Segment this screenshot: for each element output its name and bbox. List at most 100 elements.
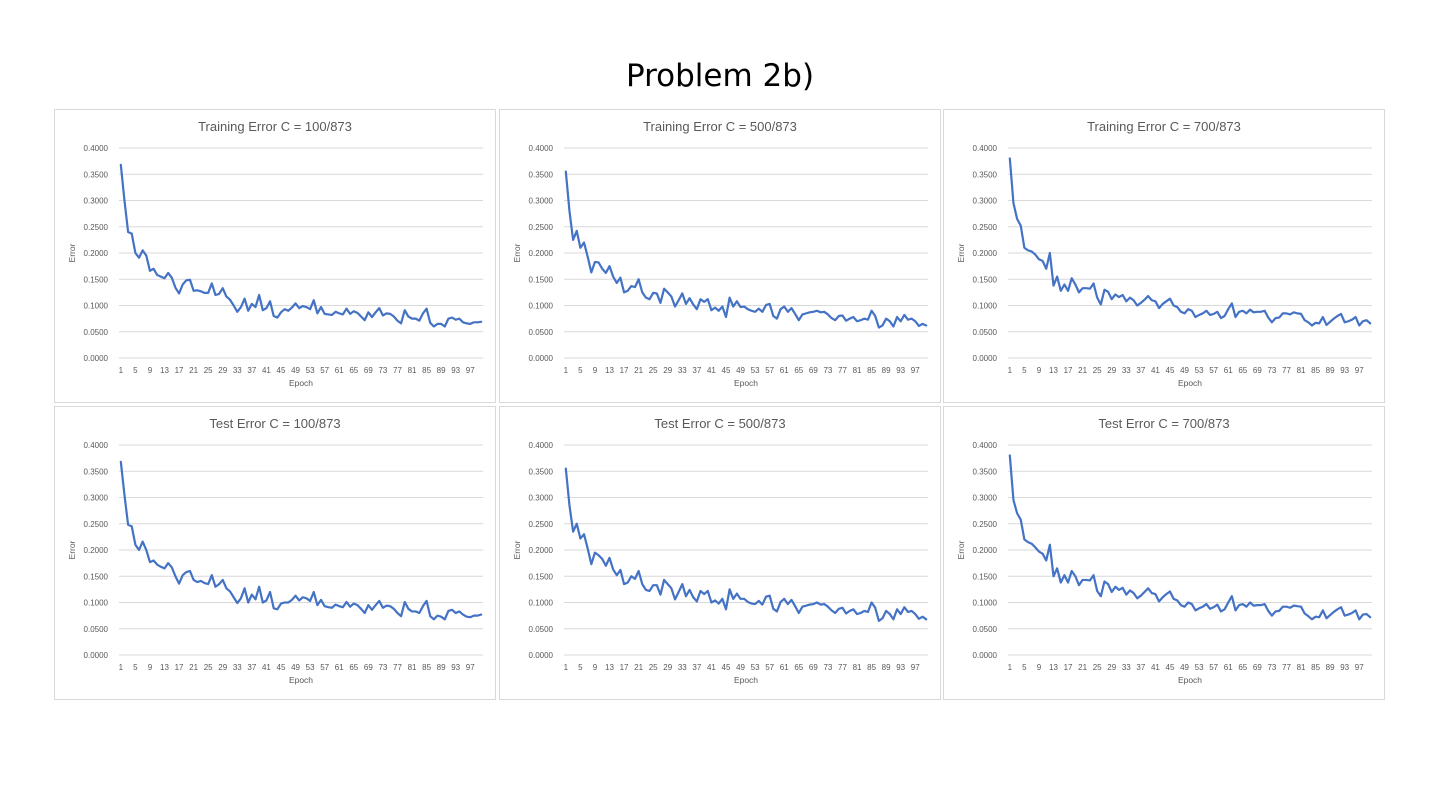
y-tick-label: 0.3000 xyxy=(973,494,998,503)
x-tick-label: 9 xyxy=(593,663,598,672)
chart-panel: Training Error C = 500/873 0.0000 0.0500 0.… xyxy=(499,109,941,403)
x-tick-label: 73 xyxy=(823,663,832,672)
y-tick-label: 0.2000 xyxy=(84,249,109,258)
x-tick-label: 13 xyxy=(1049,366,1058,375)
series-line xyxy=(1008,157,1372,327)
y-axis-label: Error xyxy=(67,540,77,559)
x-tick-label: 21 xyxy=(189,663,198,672)
series-line xyxy=(1008,454,1372,621)
chart-svg: Test Error C = 100/873 0.0000 0.0500 0.1000… xyxy=(67,416,483,685)
x-tick-label: 65 xyxy=(349,663,358,672)
chart-panel: Test Error C = 100/873 0.0000 0.0500 0.1000… xyxy=(54,406,496,700)
x-tick-label: 73 xyxy=(1267,663,1276,672)
y-tick-label: 0.1000 xyxy=(529,599,554,608)
x-tick-label: 5 xyxy=(578,366,583,375)
x-tick-label: 41 xyxy=(707,663,716,672)
chart-title: Test Error C = 500/873 xyxy=(654,416,785,431)
x-tick-label: 25 xyxy=(649,366,658,375)
x-tick-label: 89 xyxy=(1326,663,1335,672)
x-tick-label: 73 xyxy=(1267,366,1276,375)
chart-svg: Training Error C = 500/873 0.0000 0.0500 0.… xyxy=(512,119,928,388)
x-tick-label: 1 xyxy=(119,663,124,672)
x-axis-label: Epoch xyxy=(1178,675,1202,685)
x-tick-label: 29 xyxy=(218,366,227,375)
chart-title: Training Error C = 500/873 xyxy=(643,119,797,134)
x-tick-label: 9 xyxy=(1037,663,1042,672)
x-tick-label: 61 xyxy=(1224,663,1233,672)
x-tick-label: 93 xyxy=(451,366,460,375)
x-tick-label: 89 xyxy=(437,663,446,672)
y-tick-label: 0.0000 xyxy=(529,354,554,363)
x-tick-label: 53 xyxy=(1195,366,1204,375)
x-tick-label: 17 xyxy=(1064,366,1073,375)
y-tick-label: 0.0000 xyxy=(973,651,998,660)
slide-title: Problem 2b) xyxy=(625,58,815,94)
y-axis-label: Error xyxy=(956,243,966,262)
chart-title: Training Error C = 700/873 xyxy=(1087,119,1241,134)
series-line xyxy=(564,467,928,622)
chart-svg: Test Error C = 500/873 0.0000 0.0500 0.1000… xyxy=(512,416,928,685)
x-tick-label: 77 xyxy=(1282,663,1291,672)
x-tick-label: 41 xyxy=(262,366,271,375)
x-tick-label: 73 xyxy=(378,366,387,375)
chart-svg: Test Error C = 700/873 0.0000 0.0500 0.1000… xyxy=(956,416,1372,685)
x-tick-label: 41 xyxy=(262,663,271,672)
y-tick-label: 0.4000 xyxy=(84,144,109,153)
y-tick-label: 0.4000 xyxy=(84,441,109,450)
x-tick-label: 93 xyxy=(1340,663,1349,672)
y-tick-label: 0.1500 xyxy=(529,572,554,581)
x-tick-label: 45 xyxy=(1166,366,1175,375)
x-tick-label: 69 xyxy=(1253,663,1262,672)
x-tick-label: 21 xyxy=(1078,663,1087,672)
x-tick-label: 53 xyxy=(306,663,315,672)
chart-panel: Training Error C = 100/873 0.0000 0.0500 0.… xyxy=(54,109,496,403)
x-tick-label: 13 xyxy=(160,366,169,375)
y-axis-label: Error xyxy=(512,243,522,262)
x-tick-label: 81 xyxy=(853,366,862,375)
y-tick-label: 0.1500 xyxy=(973,275,998,284)
x-tick-label: 9 xyxy=(148,663,153,672)
y-tick-label: 0.2500 xyxy=(84,520,109,529)
x-tick-label: 25 xyxy=(1093,663,1102,672)
x-tick-label: 97 xyxy=(1355,663,1364,672)
y-tick-label: 0.2500 xyxy=(529,520,554,529)
x-tick-label: 81 xyxy=(1297,366,1306,375)
x-tick-label: 97 xyxy=(911,366,920,375)
x-tick-label: 49 xyxy=(736,663,745,672)
x-tick-label: 29 xyxy=(663,366,672,375)
x-tick-label: 53 xyxy=(751,663,760,672)
x-tick-label: 69 xyxy=(809,366,818,375)
x-tick-label: 93 xyxy=(896,663,905,672)
x-tick-label: 5 xyxy=(1022,366,1027,375)
y-tick-label: 0.4000 xyxy=(973,144,998,153)
chart-svg: Training Error C = 100/873 0.0000 0.0500 0.… xyxy=(67,119,483,388)
x-tick-label: 37 xyxy=(247,663,256,672)
x-tick-label: 29 xyxy=(663,663,672,672)
x-axis-label: Epoch xyxy=(1178,378,1202,388)
x-tick-label: 89 xyxy=(882,366,891,375)
y-tick-label: 0.2000 xyxy=(84,546,109,555)
x-tick-label: 97 xyxy=(466,663,475,672)
y-tick-label: 0.1000 xyxy=(84,302,109,311)
x-tick-label: 57 xyxy=(320,366,329,375)
y-tick-label: 0.1500 xyxy=(529,275,554,284)
y-tick-label: 0.1000 xyxy=(529,302,554,311)
y-tick-label: 0.3500 xyxy=(84,170,109,179)
y-axis-label: Error xyxy=(512,540,522,559)
y-tick-label: 0.0500 xyxy=(84,328,109,337)
x-tick-label: 21 xyxy=(1078,366,1087,375)
x-tick-label: 9 xyxy=(1037,366,1042,375)
x-axis-label: Epoch xyxy=(734,378,758,388)
x-tick-label: 97 xyxy=(911,663,920,672)
x-tick-label: 41 xyxy=(1151,366,1160,375)
chart-title: Test Error C = 700/873 xyxy=(1098,416,1229,431)
y-tick-label: 0.1000 xyxy=(973,599,998,608)
x-tick-label: 93 xyxy=(451,663,460,672)
x-tick-label: 37 xyxy=(692,663,701,672)
x-tick-label: 17 xyxy=(175,663,184,672)
x-tick-label: 37 xyxy=(1136,366,1145,375)
x-tick-label: 61 xyxy=(780,366,789,375)
x-tick-label: 77 xyxy=(1282,366,1291,375)
x-tick-label: 5 xyxy=(578,663,583,672)
x-tick-label: 25 xyxy=(649,663,658,672)
